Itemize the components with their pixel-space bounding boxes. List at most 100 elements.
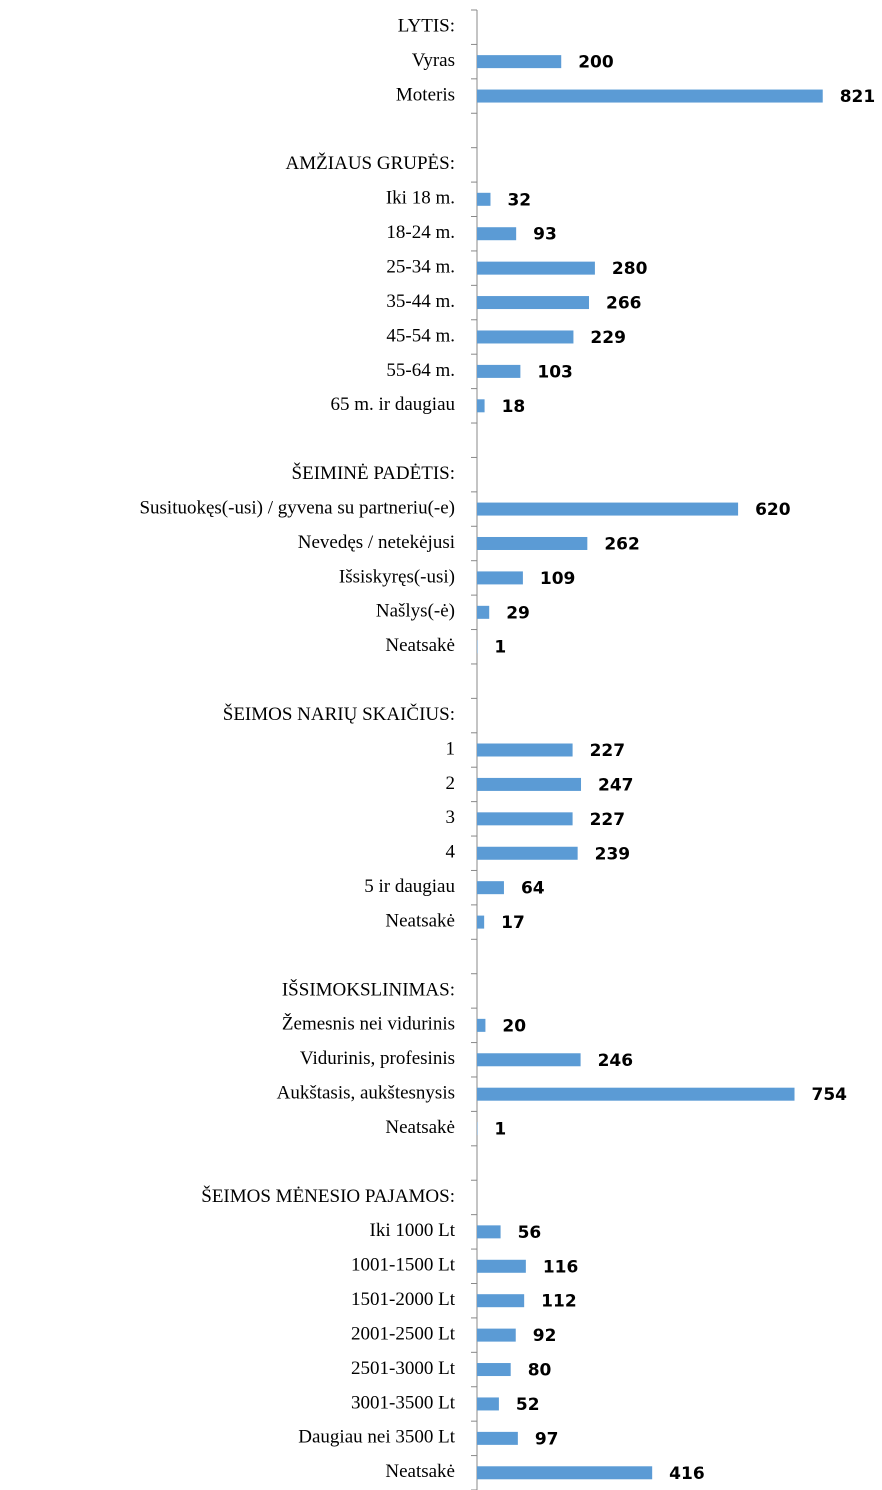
value-label: 239 [595, 844, 631, 864]
category-label: ŠEIMINĖ PADĖTIS: [292, 462, 455, 484]
bar [477, 261, 595, 275]
category-label: 35-44 m. [386, 291, 455, 312]
value-label: 29 [506, 603, 530, 623]
bar [477, 1087, 795, 1101]
category-label: Neatsakė [385, 635, 455, 656]
value-label: 227 [590, 741, 626, 761]
bar [477, 192, 491, 206]
category-label: Iki 1000 Lt [370, 1220, 456, 1241]
value-label: 416 [669, 1464, 705, 1484]
bar [477, 330, 574, 344]
value-label: 92 [533, 1326, 557, 1346]
category-label: Neatsakė [385, 910, 455, 931]
category-label: 4 [446, 842, 456, 863]
value-label: 246 [598, 1051, 634, 1071]
value-label: 200 [578, 53, 614, 73]
bar [477, 1397, 499, 1411]
value-label: 109 [540, 569, 576, 589]
category-label: ŠEIMOS NARIŲ SKAIČIUS: [223, 703, 455, 725]
bar [477, 1431, 518, 1445]
value-label: 18 [502, 397, 526, 417]
bar [477, 812, 573, 826]
bar [477, 605, 490, 619]
value-label: 93 [533, 225, 557, 245]
bar [477, 536, 588, 550]
bar [477, 1225, 501, 1239]
bar [477, 571, 523, 585]
value-label: 116 [543, 1257, 579, 1277]
category-label: Našlys(-ė) [376, 601, 455, 622]
bar [477, 227, 517, 241]
value-label: 112 [541, 1292, 577, 1312]
bar [477, 89, 823, 103]
category-label: 3 [446, 807, 456, 828]
value-label: 52 [516, 1395, 540, 1415]
bar [477, 1328, 516, 1342]
bar [477, 846, 578, 860]
value-label: 262 [604, 534, 640, 554]
value-label: 32 [507, 190, 531, 210]
category-label: 2001-2500 Lt [351, 1323, 456, 1344]
bar [477, 55, 562, 69]
value-label: 56 [518, 1223, 542, 1243]
category-label: Vyras [412, 50, 455, 71]
bar [477, 399, 485, 413]
bar [477, 1053, 581, 1067]
category-label: Neatsakė [385, 1117, 455, 1138]
category-label: Aukštasis, aukštesnysis [277, 1083, 455, 1104]
category-label: 18-24 m. [386, 222, 455, 243]
bar [477, 502, 739, 516]
bar [477, 1466, 653, 1480]
value-label: 103 [537, 362, 573, 382]
category-label: 2 [446, 773, 456, 794]
category-label: ŠEIMOS MĖNESIO PAJAMOS: [201, 1185, 455, 1207]
category-label: 55-64 m. [386, 360, 455, 381]
bar [477, 1259, 526, 1273]
category-label: Susituokęs(-usi) / gyvena su partneriu(-… [139, 497, 455, 518]
value-label: 821 [840, 87, 876, 107]
value-label: 247 [598, 775, 634, 795]
category-label: Išsiskyręs(-usi) [339, 566, 455, 587]
value-label: 280 [612, 259, 648, 279]
bar [477, 777, 582, 791]
value-label: 229 [590, 328, 626, 348]
category-label: Nevedęs / netekėjusi [298, 532, 455, 553]
value-label: 227 [590, 810, 626, 830]
category-label: AMŽIAUS GRUPĖS: [286, 152, 455, 174]
category-label: Iki 18 m. [386, 188, 455, 209]
value-label: 80 [528, 1361, 552, 1381]
value-label: 266 [606, 294, 642, 314]
bar [477, 364, 521, 378]
value-label: 17 [501, 913, 525, 933]
bar [477, 1018, 486, 1032]
value-label: 620 [755, 500, 791, 520]
category-label: 45-54 m. [386, 325, 455, 346]
value-label: 97 [535, 1429, 559, 1449]
bar [477, 743, 573, 757]
bar [477, 915, 485, 929]
category-label: Žemesnis nei vidurinis [282, 1013, 455, 1035]
bar [477, 1363, 511, 1377]
category-label: 1001-1500 Lt [351, 1255, 456, 1276]
category-label: LYTIS: [398, 16, 455, 37]
category-label: 3001-3500 Lt [351, 1392, 456, 1413]
category-label: IŠSIMOKSLINIMAS: [282, 978, 455, 1000]
category-label: Neatsakė [385, 1461, 455, 1482]
bar [477, 1294, 525, 1308]
value-label: 64 [521, 879, 545, 899]
category-label: Vidurinis, profesinis [300, 1048, 455, 1069]
bar [477, 881, 504, 895]
category-label: 1 [446, 738, 456, 759]
category-label: Daugiau nei 3500 Lt [298, 1427, 455, 1448]
category-label: 65 m. ir daugiau [330, 394, 455, 415]
value-label: 1 [494, 638, 506, 658]
value-label: 1 [494, 1120, 506, 1140]
category-label: Moteris [396, 84, 455, 105]
value-label: 20 [502, 1016, 526, 1036]
bar [477, 296, 590, 310]
category-label: 25-34 m. [386, 256, 455, 277]
category-label: 1501-2000 Lt [351, 1289, 456, 1310]
category-label: 5 ir daugiau [364, 876, 455, 897]
